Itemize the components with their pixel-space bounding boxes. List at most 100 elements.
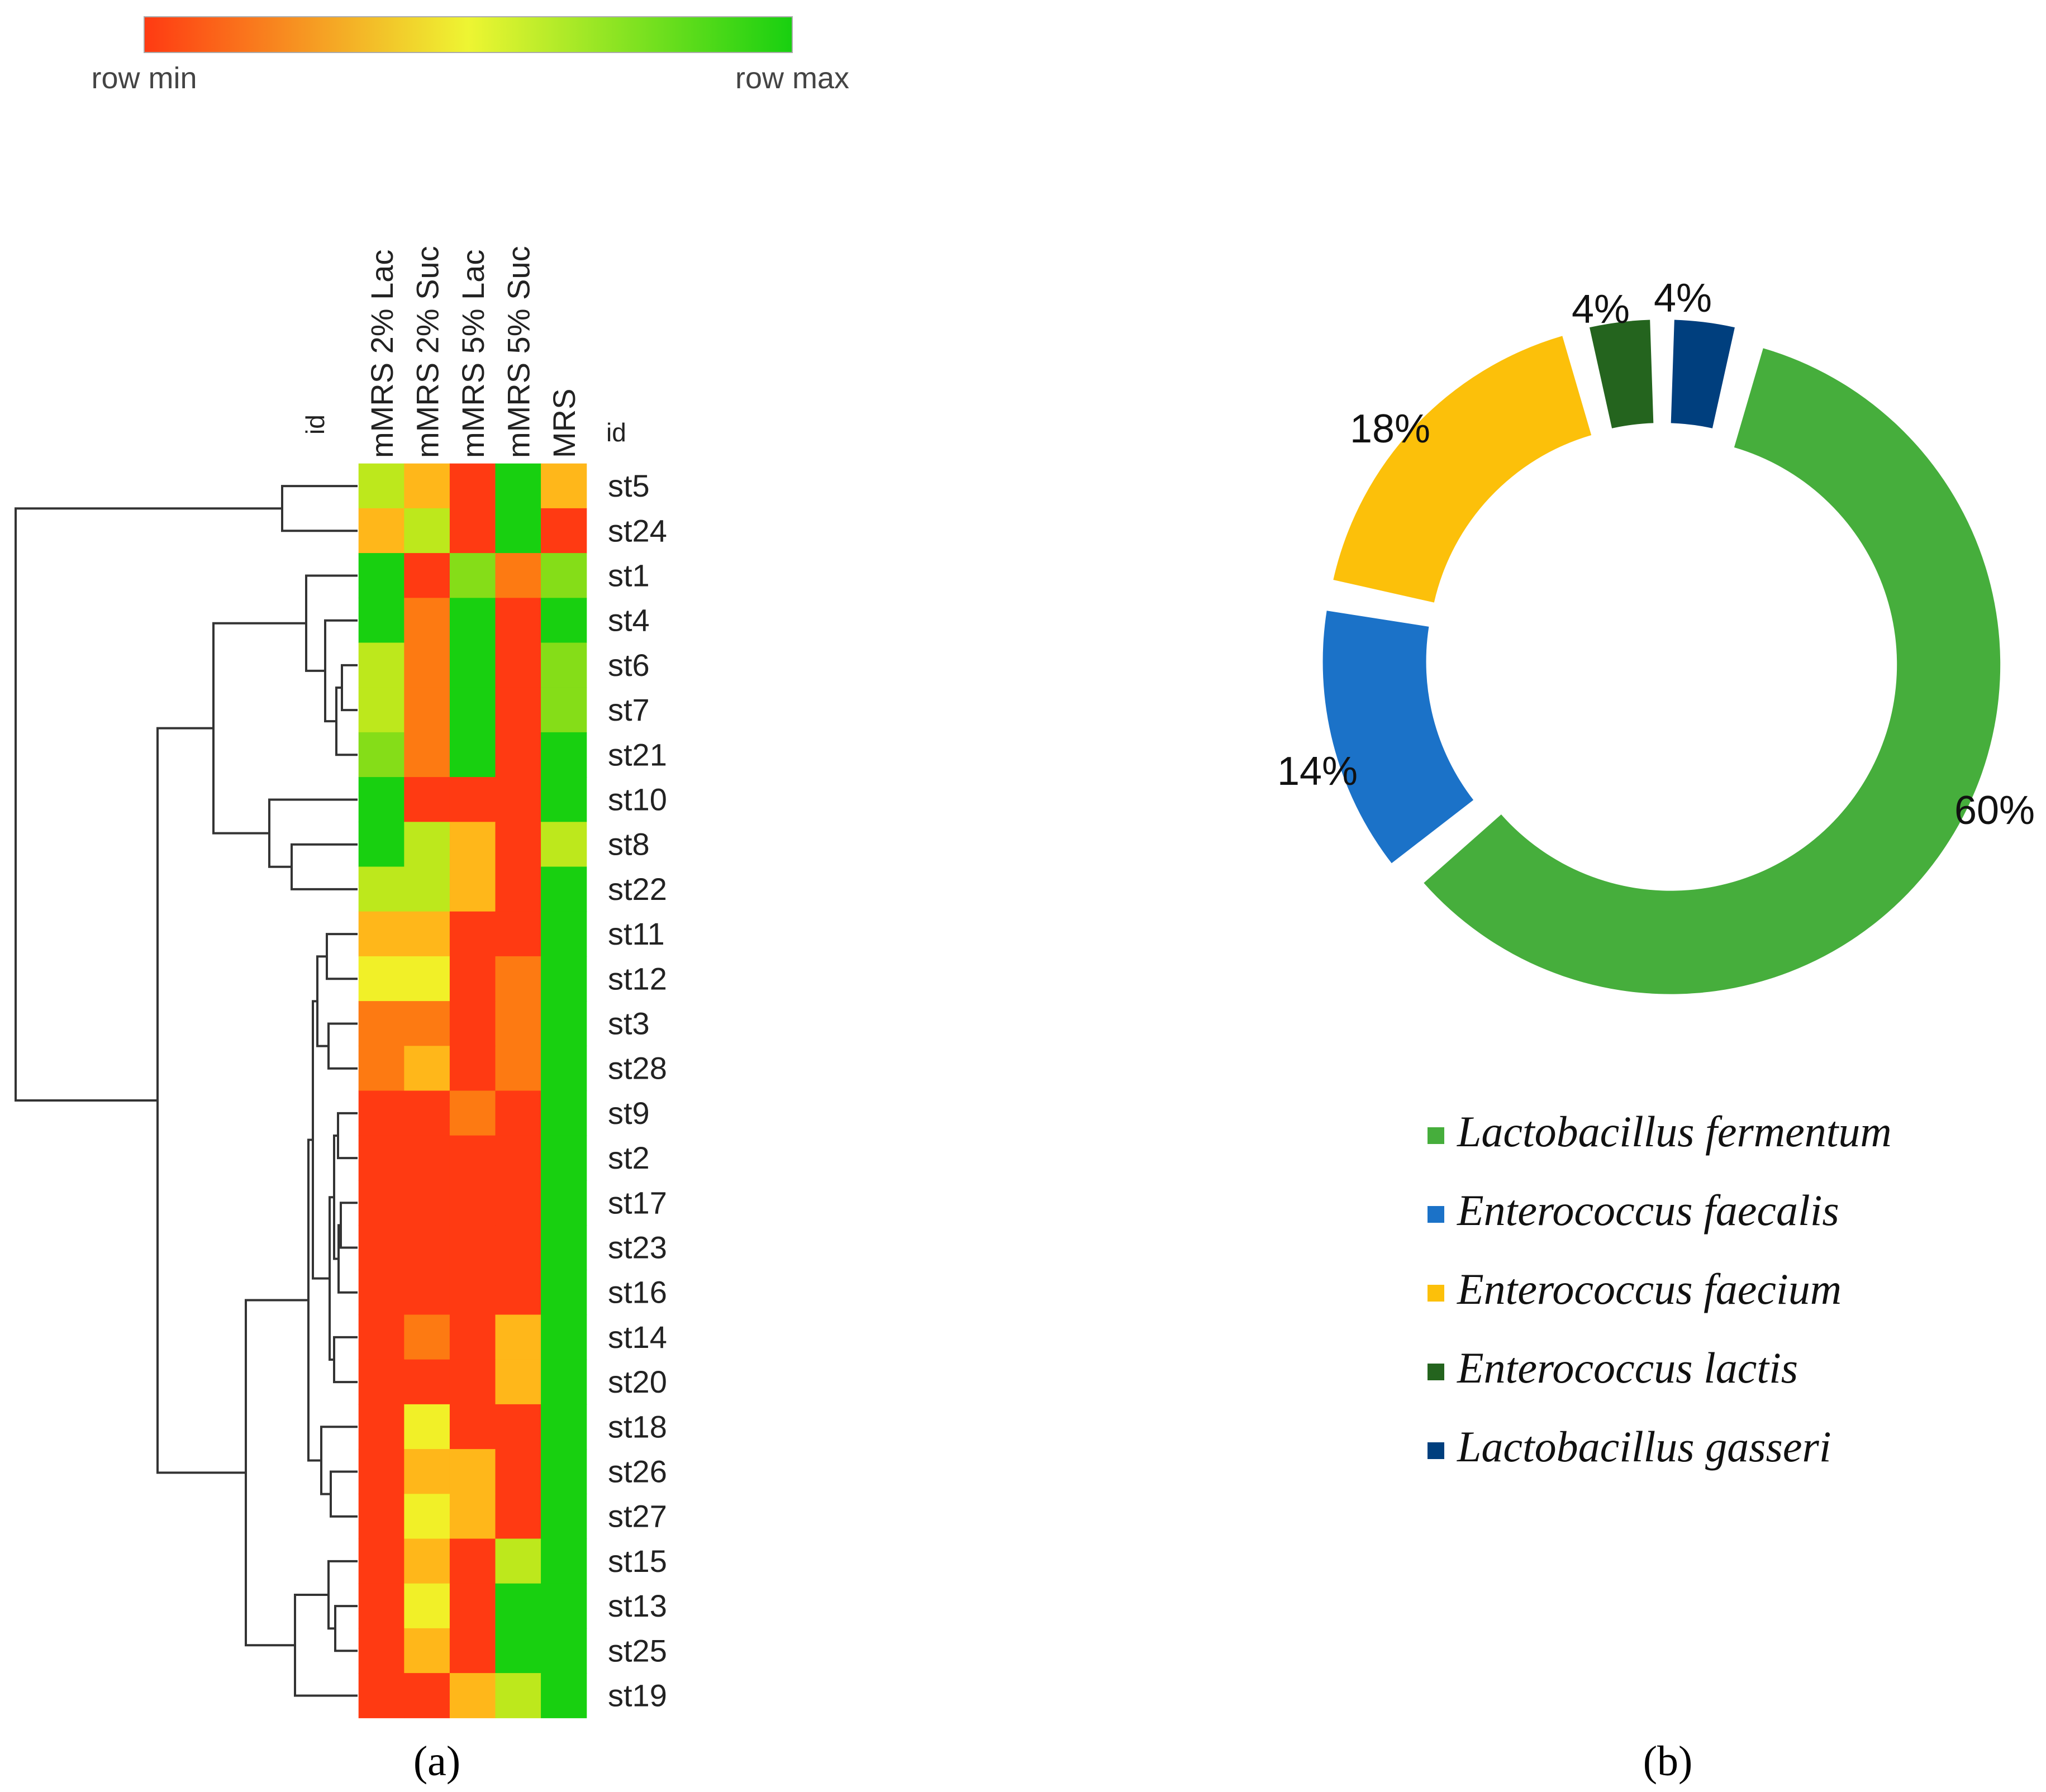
heatmap-cell xyxy=(404,1404,450,1450)
heatmap-cell xyxy=(541,1494,587,1540)
heatmap-cell xyxy=(541,822,587,868)
heatmap-cell xyxy=(495,642,541,688)
column-label: MRS xyxy=(546,389,582,458)
heatmap-cell xyxy=(541,598,587,644)
row-label: st3 xyxy=(608,1006,650,1041)
heatmap-cell xyxy=(358,1359,405,1405)
row-label: st27 xyxy=(608,1499,667,1534)
column-label: mMRS 5% Lac xyxy=(455,250,491,458)
heatmap-cell xyxy=(495,866,541,912)
legend-label: Enterococcus lactis xyxy=(1457,1343,1798,1392)
scale-min-label: row min xyxy=(91,61,197,95)
heatmap-cell xyxy=(358,777,405,822)
heatmap-cell xyxy=(358,1583,405,1629)
slice-label: 18% xyxy=(1350,407,1430,451)
heatmap-cell xyxy=(449,508,496,554)
row-label: st20 xyxy=(608,1364,667,1399)
heatmap-cell xyxy=(495,1270,541,1316)
row-label: st22 xyxy=(608,871,667,907)
heatmap-cell xyxy=(449,1583,496,1629)
heatmap-cell xyxy=(449,1225,496,1270)
row-label: st14 xyxy=(608,1319,667,1355)
column-label: mMRS 2% Lac xyxy=(364,250,399,458)
heatmap-cell xyxy=(449,1046,496,1092)
heatmap-cell xyxy=(404,1583,450,1629)
dendrogram-branch xyxy=(330,1470,358,1518)
column-label: mMRS 5% Suc xyxy=(501,246,536,458)
heatmap-cell xyxy=(404,1449,450,1494)
heatmap-cell xyxy=(495,1449,541,1494)
heatmap-cell xyxy=(358,553,405,598)
slice-label: 4% xyxy=(1654,276,1712,321)
heatmap-cell xyxy=(404,866,450,912)
heatmap-cell xyxy=(404,1538,450,1584)
heatmap-cell xyxy=(449,732,496,778)
heatmap-cell xyxy=(449,1090,496,1136)
row-label: st18 xyxy=(608,1409,667,1444)
heatmap-cell xyxy=(404,822,450,868)
heatmap-cell xyxy=(541,642,587,688)
slice-label: 14% xyxy=(1277,749,1358,794)
heatmap-cell xyxy=(358,732,405,778)
heatmap-cell xyxy=(449,1628,496,1674)
heatmap-cell xyxy=(358,1494,405,1540)
row-label: st6 xyxy=(608,647,650,683)
row-label: st4 xyxy=(608,603,650,638)
row-label: st9 xyxy=(608,1095,650,1131)
heatmap-cell xyxy=(541,1449,587,1494)
heatmap-cell xyxy=(358,687,405,733)
heatmap-cell xyxy=(495,1046,541,1092)
heatmap-cell xyxy=(358,642,405,688)
heatmap-cell xyxy=(495,1359,541,1405)
legend-label: Lactobacillus fermentum xyxy=(1457,1107,1892,1156)
heatmap-column-labels: mMRS 2% Lac mMRS 2% Suc mMRS 5% Lac mMRS 5%… xyxy=(364,246,582,458)
dendrogram-branch xyxy=(307,1138,321,1462)
heatmap-cell xyxy=(358,956,405,1002)
legend-swatch xyxy=(1428,1442,1444,1459)
dendrogram-branch xyxy=(327,1560,358,1630)
column-label: mMRS 2% Suc xyxy=(410,246,445,458)
dendrogram-branch xyxy=(320,1426,358,1495)
heatmap-cell xyxy=(404,687,450,733)
dendrogram-branch xyxy=(340,1202,358,1249)
slice-label: 4% xyxy=(1572,287,1630,332)
donut-slice xyxy=(1671,320,1735,428)
heatmap-cell xyxy=(495,1673,541,1718)
row-label: st10 xyxy=(608,782,667,817)
heatmap-cell xyxy=(541,1090,587,1136)
legend-swatch xyxy=(1428,1364,1444,1380)
heatmap-row-labels: st5 st24 st1 st4 st6 st7 st21 st10 st8 st22 st11 st… xyxy=(608,468,667,1713)
heatmap-cell xyxy=(358,1225,405,1270)
heatmap-cell xyxy=(449,1449,496,1494)
heatmap-cell xyxy=(449,1270,496,1316)
heatmap-cell xyxy=(449,956,496,1002)
heatmap-cell xyxy=(495,687,541,733)
heatmap-cell xyxy=(541,1359,587,1405)
heatmap-cell xyxy=(404,911,450,957)
heatmap-cell xyxy=(541,1673,587,1718)
donut-labels: 4% 60% 14% 18% 4% xyxy=(1277,276,2035,833)
color-scale-bar xyxy=(144,16,793,53)
heatmap-cell xyxy=(449,1538,496,1584)
heatmap-cell xyxy=(404,1628,450,1674)
heatmap-cell xyxy=(449,1135,496,1181)
heatmap-cell xyxy=(449,866,496,912)
heatmap-cell xyxy=(358,822,405,868)
heatmap-cell xyxy=(541,956,587,1002)
dendrogram-branch xyxy=(15,507,282,1102)
heatmap-cell xyxy=(404,1314,450,1360)
heatmap-cell xyxy=(404,1494,450,1540)
dendrogram-branch xyxy=(337,1112,358,1160)
heatmap-cell xyxy=(541,687,587,733)
heatmap-cell xyxy=(358,911,405,957)
heatmap-cell xyxy=(358,1180,405,1226)
heatmap-cell xyxy=(404,1225,450,1270)
heatmap-cell xyxy=(495,1583,541,1629)
heatmap-cell xyxy=(495,1314,541,1360)
heatmap-cell xyxy=(541,1314,587,1360)
dendrogram-branch xyxy=(212,622,306,835)
row-label: st1 xyxy=(608,558,650,593)
heatmap-cell xyxy=(495,1404,541,1450)
heatmap-cell xyxy=(404,1001,450,1046)
